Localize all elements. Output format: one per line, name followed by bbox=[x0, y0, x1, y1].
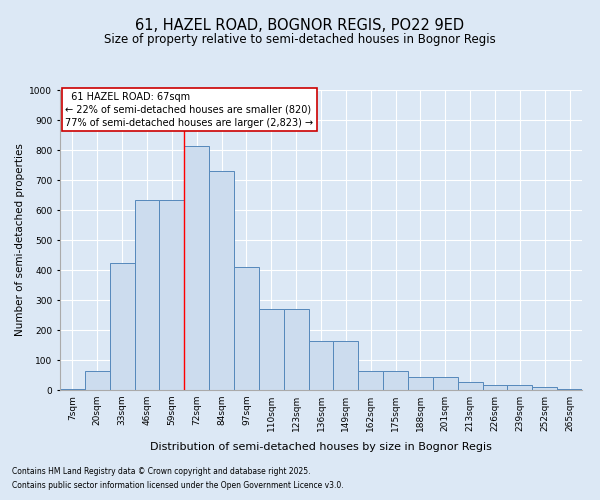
Bar bbox=[134, 200, 160, 390]
Bar bbox=[259, 309, 284, 390]
Bar bbox=[160, 200, 184, 390]
Bar bbox=[408, 378, 433, 390]
Bar bbox=[184, 146, 209, 390]
Bar bbox=[383, 370, 408, 390]
Bar bbox=[482, 384, 508, 390]
Bar bbox=[308, 340, 334, 390]
Bar bbox=[458, 382, 482, 390]
Text: Size of property relative to semi-detached houses in Bognor Regis: Size of property relative to semi-detach… bbox=[104, 32, 496, 46]
Bar bbox=[334, 340, 358, 390]
Text: Distribution of semi-detached houses by size in Bognor Regis: Distribution of semi-detached houses by … bbox=[150, 442, 492, 452]
Bar bbox=[110, 262, 134, 390]
Bar bbox=[234, 267, 259, 390]
Text: Contains HM Land Registry data © Crown copyright and database right 2025.: Contains HM Land Registry data © Crown c… bbox=[12, 467, 311, 476]
Bar bbox=[433, 378, 458, 390]
Text: 61, HAZEL ROAD, BOGNOR REGIS, PO22 9ED: 61, HAZEL ROAD, BOGNOR REGIS, PO22 9ED bbox=[136, 18, 464, 32]
Bar bbox=[358, 370, 383, 390]
Text: 61 HAZEL ROAD: 67sqm
← 22% of semi-detached houses are smaller (820)
77% of semi: 61 HAZEL ROAD: 67sqm ← 22% of semi-detac… bbox=[65, 92, 313, 128]
Bar bbox=[85, 372, 110, 390]
Y-axis label: Number of semi-detached properties: Number of semi-detached properties bbox=[15, 144, 25, 336]
Text: Contains public sector information licensed under the Open Government Licence v3: Contains public sector information licen… bbox=[12, 481, 344, 490]
Bar bbox=[209, 171, 234, 390]
Bar bbox=[284, 309, 308, 390]
Bar bbox=[508, 384, 532, 390]
Bar bbox=[532, 387, 557, 390]
